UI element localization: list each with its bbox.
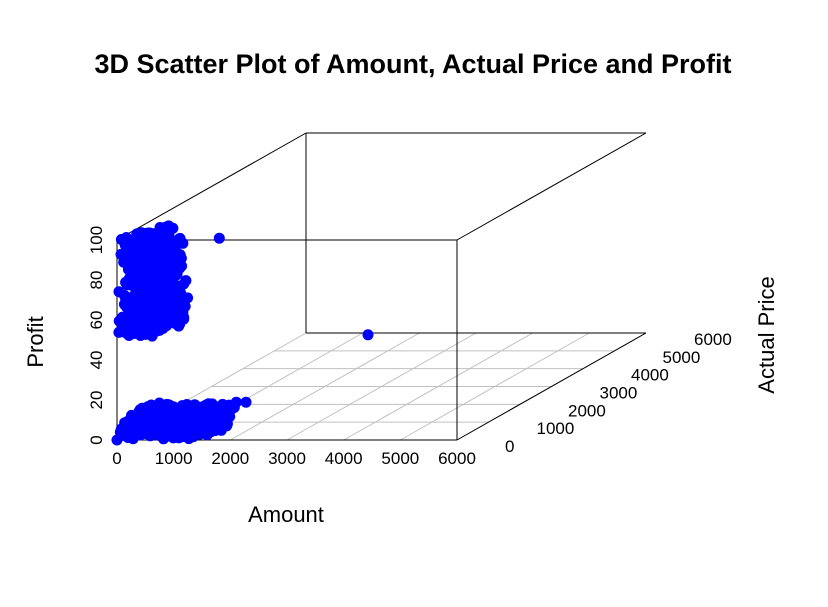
data-point-cluster-2: [132, 415, 144, 427]
data-point-cluster-1: [149, 279, 161, 291]
z-tick-label-60: 60: [87, 311, 106, 330]
data-point-cluster-1: [166, 245, 178, 257]
z-axis-label: Profit: [23, 316, 48, 367]
data-point-cluster-0: [135, 269, 147, 281]
box-edge-FG: [456, 132, 647, 241]
data-point-15: [219, 402, 231, 413]
data-point-cluster-1: [171, 294, 183, 306]
data-point-cluster-2: [184, 429, 196, 441]
data-point-cluster-0: [120, 327, 132, 339]
x-axis-label: Amount: [248, 502, 324, 527]
data-point-1: [213, 232, 225, 244]
data-point-cluster-0: [133, 286, 145, 298]
plot-box: [116, 132, 647, 441]
data-point-cluster-1: [148, 255, 160, 267]
x-tick-label-6000: 6000: [438, 449, 476, 468]
data-point-7: [163, 236, 175, 248]
data-point-cluster-2: [157, 402, 169, 414]
data-point-17: [228, 402, 240, 413]
data-point-cluster-2: [151, 424, 163, 436]
data-point-cluster-2: [161, 428, 173, 439]
data-point-9: [177, 237, 189, 249]
x-tick-label-1000: 1000: [155, 449, 193, 468]
x-tick-label-2000: 2000: [211, 449, 249, 468]
data-point-cluster-0: [113, 315, 125, 327]
y-tick-label-5000: 5000: [663, 348, 701, 367]
x-tick-label-0: 0: [112, 449, 121, 468]
data-point-cluster-0: [119, 239, 131, 251]
data-point-4: [161, 272, 173, 284]
data-point-13: [202, 401, 214, 413]
y-tick-label-0: 0: [505, 437, 514, 456]
data-point-cluster-0: [148, 266, 160, 278]
y-tick-label-4000: 4000: [631, 366, 669, 385]
y-axis-label: Actual Price: [754, 276, 779, 393]
data-point-cluster-2: [173, 432, 185, 444]
box-edge-EH: [116, 132, 307, 241]
data-point-cluster-2: [208, 417, 220, 429]
data-point-cluster-0: [132, 307, 144, 319]
data-point-cluster-2: [172, 423, 183, 435]
data-point-cluster-0: [118, 289, 130, 301]
data-point-cluster-1: [179, 300, 191, 312]
chart-title: 3D Scatter Plot of Amount, Actual Price …: [94, 49, 731, 79]
z-tick-label-80: 80: [87, 271, 106, 290]
data-point-cluster-2: [150, 414, 162, 426]
tick-labels: 0 1000 2000 3000 4000 5000 6000010002000300040…: [87, 226, 732, 468]
data-point-18: [240, 396, 252, 408]
box-edge-BC: [456, 332, 647, 441]
y-tick-label-6000: 6000: [694, 330, 732, 349]
x-tick-label-3000: 3000: [268, 449, 306, 468]
x-tick-label-4000: 4000: [325, 449, 363, 468]
data-point-cluster-0: [135, 320, 147, 331]
data-point-cluster-2: [167, 403, 179, 415]
z-tick-label-40: 40: [87, 351, 106, 370]
data-point-10: [170, 313, 182, 325]
data-point-6: [174, 262, 186, 274]
x-tick-label-5000: 5000: [381, 449, 419, 468]
data-point-cluster-2: [123, 430, 135, 442]
data-point-cluster-0: [133, 243, 145, 254]
data-point-cluster-0: [138, 228, 150, 239]
data-point-2: [362, 329, 374, 341]
z-tick-label-0: 0: [87, 435, 106, 444]
y-tick-label-1000: 1000: [537, 419, 575, 438]
data-point-cluster-0: [127, 257, 138, 269]
data-point-cluster-1: [180, 275, 192, 287]
y-tick-label-2000: 2000: [568, 401, 606, 420]
z-tick-label-100: 100: [87, 226, 106, 254]
data-point-0: [111, 434, 123, 446]
data-point-11: [169, 282, 181, 294]
data-point-cluster-1: [163, 296, 175, 307]
data-points: [111, 220, 374, 446]
z-tick-label-20: 20: [87, 391, 106, 410]
data-point-3: [182, 292, 194, 304]
data-point-cluster-1: [153, 320, 165, 332]
data-point-14: [178, 407, 190, 419]
data-point-cluster-2: [192, 405, 204, 417]
data-point-5: [165, 256, 177, 268]
y-tick-label-3000: 3000: [600, 384, 638, 403]
data-point-cluster-0: [163, 220, 175, 232]
